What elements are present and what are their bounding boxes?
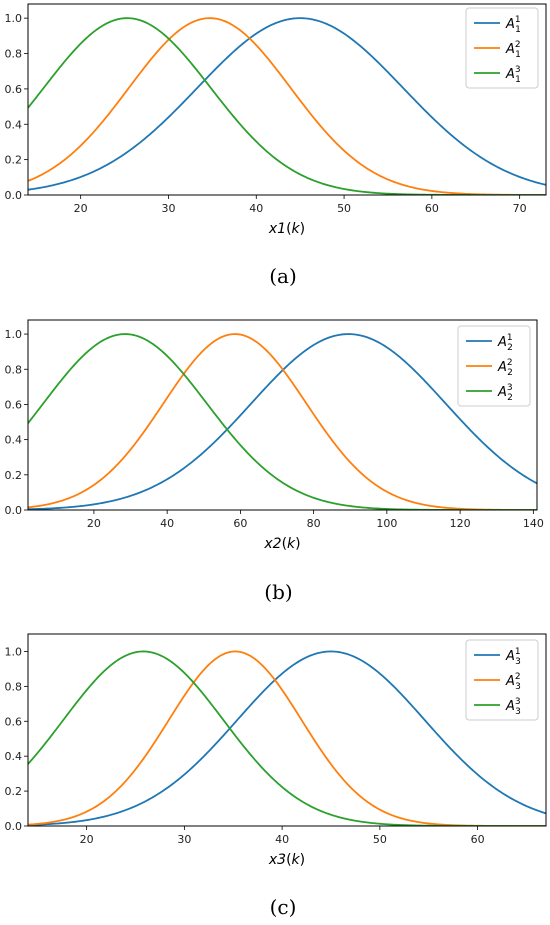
y-tick-label: 0.4: [5, 434, 23, 447]
plot-frame: [27, 633, 547, 827]
y-tick-label: 0.6: [5, 398, 23, 411]
x-tick-label: 30: [161, 202, 175, 215]
x-tick-label: 100: [376, 517, 397, 530]
x-tick-label: 80: [307, 517, 321, 530]
legend-label: A2 3: [505, 672, 521, 692]
legend: A1 1 A2 1 A3 1: [465, 7, 539, 89]
x-tick-label: 120: [450, 517, 471, 530]
legend-label: A3 3: [505, 697, 521, 717]
y-tick-label: 0.6: [5, 715, 23, 728]
series-line-3-1: [28, 650, 546, 826]
x-tick-label: 20: [87, 517, 101, 530]
y-tick-label: 0.4: [5, 750, 23, 763]
series-line-1-1: [28, 17, 546, 191]
x-tick-label: 140: [523, 517, 544, 530]
x-axis-label: x2(k): [263, 536, 300, 552]
y-tick-label: 0.2: [5, 154, 23, 167]
y-tick-label: 0.2: [5, 469, 23, 482]
x-tick-label: 40: [275, 833, 289, 846]
legend-label: A1 1: [505, 15, 521, 35]
x-axis-label: x1(k): [268, 221, 305, 237]
x-tick-label: 20: [74, 202, 88, 215]
y-tick-label: 0.6: [5, 83, 23, 96]
legend: A1 3 A2 3 A3 3: [465, 639, 539, 721]
figure-caption: (b): [264, 580, 292, 604]
y-tick-label: 0.0: [5, 189, 23, 202]
x-tick-label: 60: [425, 202, 439, 215]
legend-label: A1 3: [505, 647, 521, 667]
y-tick-label: 0.8: [5, 48, 23, 61]
legend: A1 2 A2 2 A3 2: [457, 325, 531, 407]
series-line-1-2: [28, 17, 546, 195]
legend-box: [457, 325, 531, 407]
plot-frame: [27, 319, 538, 511]
x-tick-label: 30: [177, 833, 191, 846]
figure-caption: (a): [269, 264, 297, 288]
x-tick-label: 40: [160, 517, 174, 530]
series-line-2-2: [28, 333, 537, 510]
y-tick-label: 0.8: [5, 363, 23, 376]
chart-1: 20 30 40 50 60 70 0.0 0.2 0.4 0.6 0.8 1.0 x1(k) (a) A1…: [5, 3, 547, 288]
x-tick-label: 60: [471, 833, 485, 846]
legend-box: [465, 7, 539, 89]
x-tick-label: 50: [337, 202, 351, 215]
legend-label: A2 1: [505, 40, 521, 60]
y-tick-label: 0.0: [5, 504, 23, 517]
y-tick-label: 0.0: [5, 820, 23, 833]
x-tick-label: 70: [513, 202, 527, 215]
y-tick-label: 0.2: [5, 785, 23, 798]
y-tick-label: 1.0: [5, 12, 23, 25]
legend-label: A3 1: [505, 65, 521, 85]
legend-box: [465, 639, 539, 721]
x-tick-label: 60: [233, 517, 247, 530]
y-tick-label: 1.0: [5, 645, 23, 658]
y-tick-label: 0.4: [5, 118, 23, 131]
chart-2: 20 40 60 80 100 120 140 0.0 0.2 0.4 0.6 0.8 1.0 x2(k)…: [5, 319, 544, 604]
x-tick-label: 20: [80, 833, 94, 846]
x-axis-label: x3(k): [268, 852, 305, 868]
figure-caption: (c): [270, 895, 297, 919]
legend-label: A3 2: [497, 383, 513, 403]
legend-label: A1 2: [497, 333, 513, 353]
plot-frame: [27, 3, 547, 196]
y-tick-label: 0.8: [5, 680, 23, 693]
x-tick-label: 50: [373, 833, 387, 846]
legend-label: A2 2: [497, 358, 513, 378]
x-tick-label: 40: [249, 202, 263, 215]
chart-3: 20 30 40 50 600.00.20.40.60.81.0x3(k)(c)A1 3A…: [5, 633, 547, 919]
y-tick-label: 1.0: [5, 328, 23, 341]
